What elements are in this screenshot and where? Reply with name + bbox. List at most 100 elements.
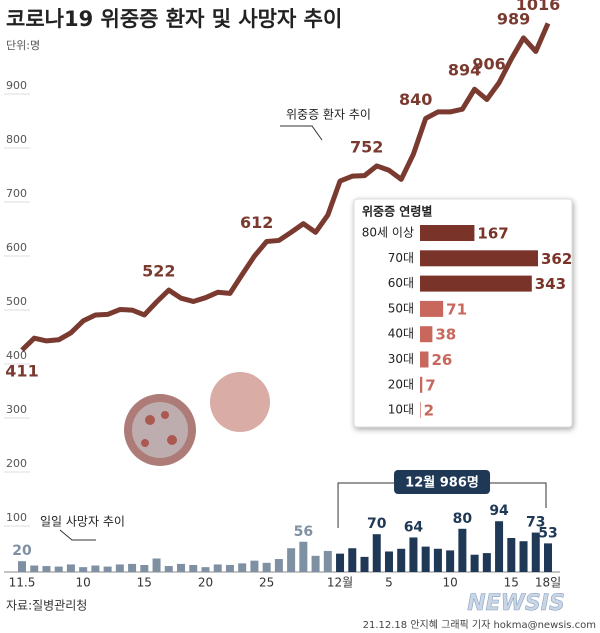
severe-label: 411	[5, 362, 38, 381]
death-bar	[91, 565, 100, 572]
death-bar	[250, 560, 259, 572]
age-label: 60대	[388, 276, 414, 290]
death-bar	[433, 548, 442, 572]
death-bar	[115, 564, 124, 572]
death-bar	[311, 555, 320, 572]
death-bar	[274, 559, 283, 572]
death-bar	[177, 563, 186, 572]
death-bar	[238, 563, 247, 572]
pointer	[59, 529, 96, 541]
y-tick-label: 100	[6, 511, 27, 524]
death-bar	[384, 551, 393, 572]
age-value: 362	[541, 250, 572, 268]
death-bar	[372, 534, 381, 572]
death-bar	[262, 562, 271, 572]
y-tick-label: 700	[6, 187, 27, 200]
age-bar	[420, 225, 475, 241]
age-bar	[420, 300, 444, 317]
death-bar	[189, 564, 198, 572]
death-label: 64	[404, 519, 424, 535]
x-tick-label: 5	[385, 576, 393, 590]
death-bar	[140, 564, 149, 572]
death-bar	[409, 537, 418, 572]
x-tick-label: 10	[442, 576, 457, 590]
death-bar	[470, 554, 479, 572]
severe-label: 989	[497, 9, 530, 28]
annotation: 12월 986명	[405, 475, 479, 491]
death-bar	[482, 553, 491, 572]
death-label: 73	[526, 515, 545, 531]
death-bar	[495, 521, 504, 572]
source: 자료:질병관리청	[6, 599, 87, 613]
death-bar	[152, 558, 161, 572]
death-bar	[54, 566, 63, 572]
x-tick-label: 20	[198, 576, 213, 590]
age-bar	[420, 275, 532, 292]
x-tick-label: 10	[76, 576, 91, 590]
death-bar	[30, 565, 39, 572]
x-tick-label: 25	[259, 576, 274, 590]
age-value: 71	[446, 300, 467, 318]
x-tick-label: 18일	[535, 576, 561, 590]
inset-title: 위중증 연령별	[362, 204, 432, 219]
age-bar	[420, 351, 429, 368]
death-bar	[213, 564, 222, 572]
death-bar	[348, 548, 357, 572]
chart-title: 코로나19 위중증 환자 및 사망자 추이	[6, 7, 342, 31]
credit: 21.12.18 안지혜 그래픽 기자 hokma@newsis.com	[363, 619, 596, 631]
y-tick-label: 300	[6, 403, 27, 416]
death-bar	[299, 541, 308, 572]
death-bar	[79, 567, 88, 572]
death-bar	[531, 532, 540, 572]
y-tick-label: 200	[6, 457, 27, 470]
death-bar	[18, 561, 26, 572]
y-tick-label: 600	[6, 241, 27, 254]
age-label: 50대	[388, 301, 414, 315]
death-label: 20	[12, 543, 32, 559]
age-value: 343	[535, 275, 566, 293]
death-label: 70	[367, 516, 387, 532]
age-value: 2	[424, 402, 434, 420]
death-bar	[323, 550, 332, 572]
severe-label: 906	[472, 54, 505, 73]
death-bar	[507, 537, 516, 572]
y-tick-label: 400	[6, 349, 27, 362]
x-tick-label: 15	[137, 576, 152, 590]
y-tick-label: 800	[6, 133, 27, 146]
age-label: 30대	[388, 352, 414, 366]
x-tick-label: 15	[504, 576, 519, 590]
severe-label: 1016	[516, 0, 561, 14]
death-bar	[544, 543, 552, 572]
inset-chart: 80세 이상 167 70대 362 60대 343 50대 71 40대 38 30대 26 20대 7…	[362, 225, 573, 420]
severe-label: 840	[399, 90, 432, 109]
virus-illustration	[124, 372, 270, 466]
age-bar	[420, 402, 421, 419]
severe-label: 894	[448, 61, 481, 80]
series-label: 일일 사망자 추이	[40, 515, 125, 529]
pointer	[280, 125, 323, 141]
death-bar	[225, 564, 234, 572]
death-bar	[458, 528, 467, 572]
age-bar	[420, 376, 423, 393]
logo: NEWSIS	[467, 591, 565, 616]
death-label: 94	[489, 503, 509, 519]
series-label: 위중증 환자 추이	[286, 108, 371, 122]
annotation-box	[394, 470, 491, 494]
age-value: 26	[431, 351, 452, 369]
death-bar	[360, 556, 369, 572]
age-label: 40대	[388, 327, 414, 341]
death-bar	[42, 566, 51, 572]
death-bar	[164, 566, 173, 572]
severe-label: 752	[350, 137, 383, 156]
unit: 단위:명	[6, 39, 40, 52]
age-value: 7	[425, 376, 435, 394]
age-label: 70대	[388, 251, 414, 265]
death-bar	[336, 553, 345, 572]
age-bar	[420, 250, 538, 267]
death-label: 53	[538, 525, 557, 541]
severe-label: 612	[240, 213, 273, 232]
severe-line	[20, 22, 551, 352]
age-label: 80세 이상	[362, 226, 414, 240]
